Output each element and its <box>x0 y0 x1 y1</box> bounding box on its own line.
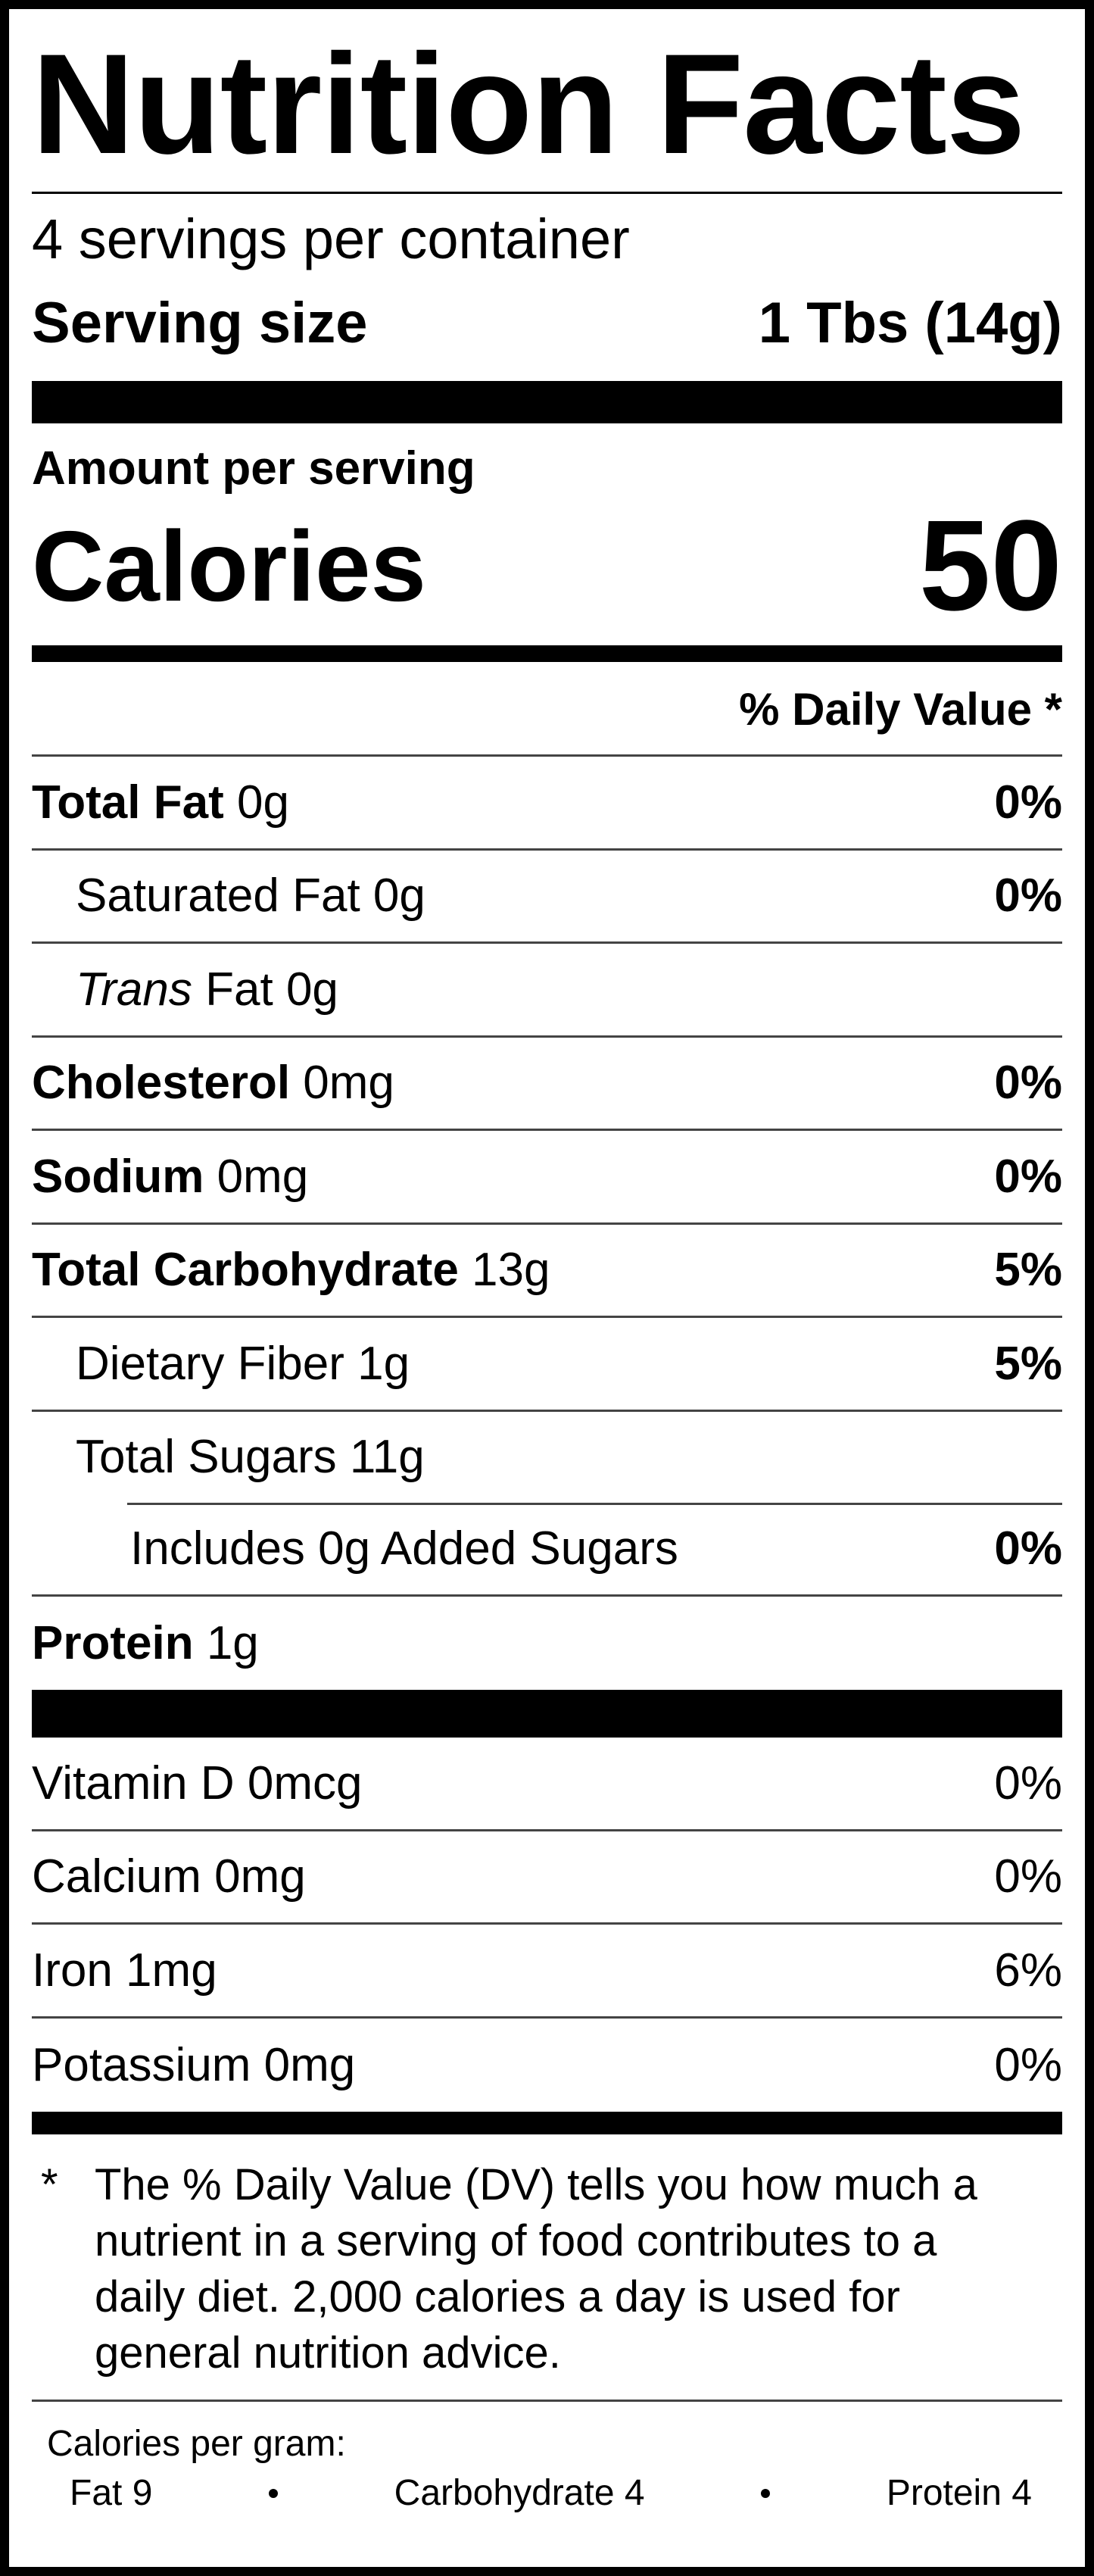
nutrient-amount: 1g <box>357 1337 410 1390</box>
servings: 4 servings per container <box>32 208 630 270</box>
vitamin-row: Calcium 0mg 0% <box>32 1831 1062 1925</box>
separator-dot <box>269 2488 279 2498</box>
nutrient-row: Saturated Fat 0g 0% <box>32 851 1062 944</box>
thick-rule <box>32 381 1062 423</box>
nutrient-name: Dietary Fiber <box>76 1337 344 1390</box>
medium-rule <box>32 645 1062 662</box>
nutrient-row: Total Sugars 11g <box>32 1412 1062 1505</box>
vitamin-text: Calcium 0mg <box>32 1850 306 1903</box>
vitamin-row: Iron 1mg 6% <box>32 1925 1062 2019</box>
nutrient-name: Fat <box>205 963 273 1016</box>
vitamin-row: Potassium 0mg 0% <box>32 2019 1062 2112</box>
nutrient-name: Saturated Fat <box>76 870 360 923</box>
nutrient-dv: 0% <box>994 1150 1062 1203</box>
nutrient-text: Includes 0g Added Sugars <box>130 1522 678 1575</box>
nutrient-name: Total Sugars <box>76 1431 337 1484</box>
vitamin-text: Iron 1mg <box>32 1944 217 1997</box>
calories-value: 50 <box>918 494 1062 638</box>
nutrient-dv: 0% <box>994 870 1062 923</box>
nutrient-dv: 5% <box>994 1244 1062 1297</box>
nutrient-amount: 0g <box>285 963 338 1016</box>
nutrient-name: Total Carbohydrate <box>32 1244 459 1297</box>
nutrient-row: Trans Fat 0g <box>32 944 1062 1038</box>
vitamin-text: Potassium 0mg <box>32 2038 356 2091</box>
nutrient-name: Total Fat <box>32 776 224 829</box>
nutrient-amount: 0mg <box>303 1057 394 1110</box>
separator-dot <box>761 2488 771 2498</box>
thick-rule <box>32 1690 1062 1738</box>
nutrient-amount: 0mg <box>217 1150 309 1203</box>
serving-size-value: 1 Tbs (14g) <box>758 290 1062 355</box>
nutrient-name: Sodium <box>32 1150 204 1203</box>
footnote: * The % Daily Value (DV) tells you how m… <box>32 2134 1062 2402</box>
nutrient-name-italic: Trans <box>76 963 192 1016</box>
footnote-marker: * <box>41 2160 58 2209</box>
nutrient-row: Total Carbohydrate 13g 5% <box>32 1225 1062 1318</box>
calories-label: Calories <box>32 510 426 622</box>
vitamin-dv: 6% <box>994 1944 1062 1997</box>
vitamin-dv: 0% <box>994 1850 1062 1903</box>
calories-per-gram: Calories per gram: Fat 9 Carbohydrate 4 … <box>32 2402 1062 2514</box>
amount-per-serving: Amount per serving <box>32 442 475 495</box>
cpg-item: Carbohydrate 4 <box>394 2473 645 2513</box>
vitamin-text: Vitamin D 0mcg <box>32 1756 363 1809</box>
nutrient-row: Includes 0g Added Sugars 0% <box>32 1503 1062 1597</box>
nutrient-amount: 0g <box>372 870 425 923</box>
title: Nutrition Facts <box>32 9 1062 194</box>
nutrient-amount: 0g <box>236 776 289 829</box>
calories-per-gram-label: Calories per gram: <box>47 2424 346 2464</box>
nutrient-row: Cholesterol 0mg 0% <box>32 1038 1062 1131</box>
calories-per-gram-items: Fat 9 Carbohydrate 4 Protein 4 <box>47 2465 1062 2514</box>
vitamin-row: Vitamin D 0mcg 0% <box>32 1738 1062 1831</box>
nutrient-amount: 11g <box>349 1431 425 1484</box>
nutrient-row: Protein 1g <box>32 1597 1062 1691</box>
nutrient-row: Sodium 0mg 0% <box>32 1131 1062 1225</box>
nutrient-dv: 0% <box>994 1057 1062 1110</box>
cpg-item: Fat 9 <box>70 2473 153 2513</box>
nutrient-dv: 5% <box>994 1337 1062 1390</box>
medium-rule <box>32 2112 1062 2134</box>
nutrient-name: Cholesterol <box>32 1057 291 1110</box>
serving-size-label: Serving size <box>32 290 368 355</box>
footnote-text: The % Daily Value (DV) tells you how muc… <box>95 2160 977 2378</box>
nutrient-row: Total Fat 0g 0% <box>32 757 1062 851</box>
nutrient-name: Protein <box>32 1616 194 1669</box>
nutrient-amount: 1g <box>206 1616 259 1669</box>
nutrient-row: Dietary Fiber 1g 5% <box>32 1318 1062 1412</box>
nutrient-amount: 13g <box>472 1244 550 1297</box>
vitamin-dv: 0% <box>994 2038 1062 2091</box>
daily-value-header: % Daily Value * <box>32 662 1062 757</box>
nutrient-dv: 0% <box>994 776 1062 829</box>
vitamin-dv: 0% <box>994 1756 1062 1809</box>
cpg-item: Protein 4 <box>886 2473 1032 2513</box>
serving-size: Serving size 1 Tbs (14g) <box>32 270 1062 376</box>
calories: Calories 50 <box>32 492 1062 640</box>
nutrient-dv: 0% <box>994 1522 1062 1575</box>
